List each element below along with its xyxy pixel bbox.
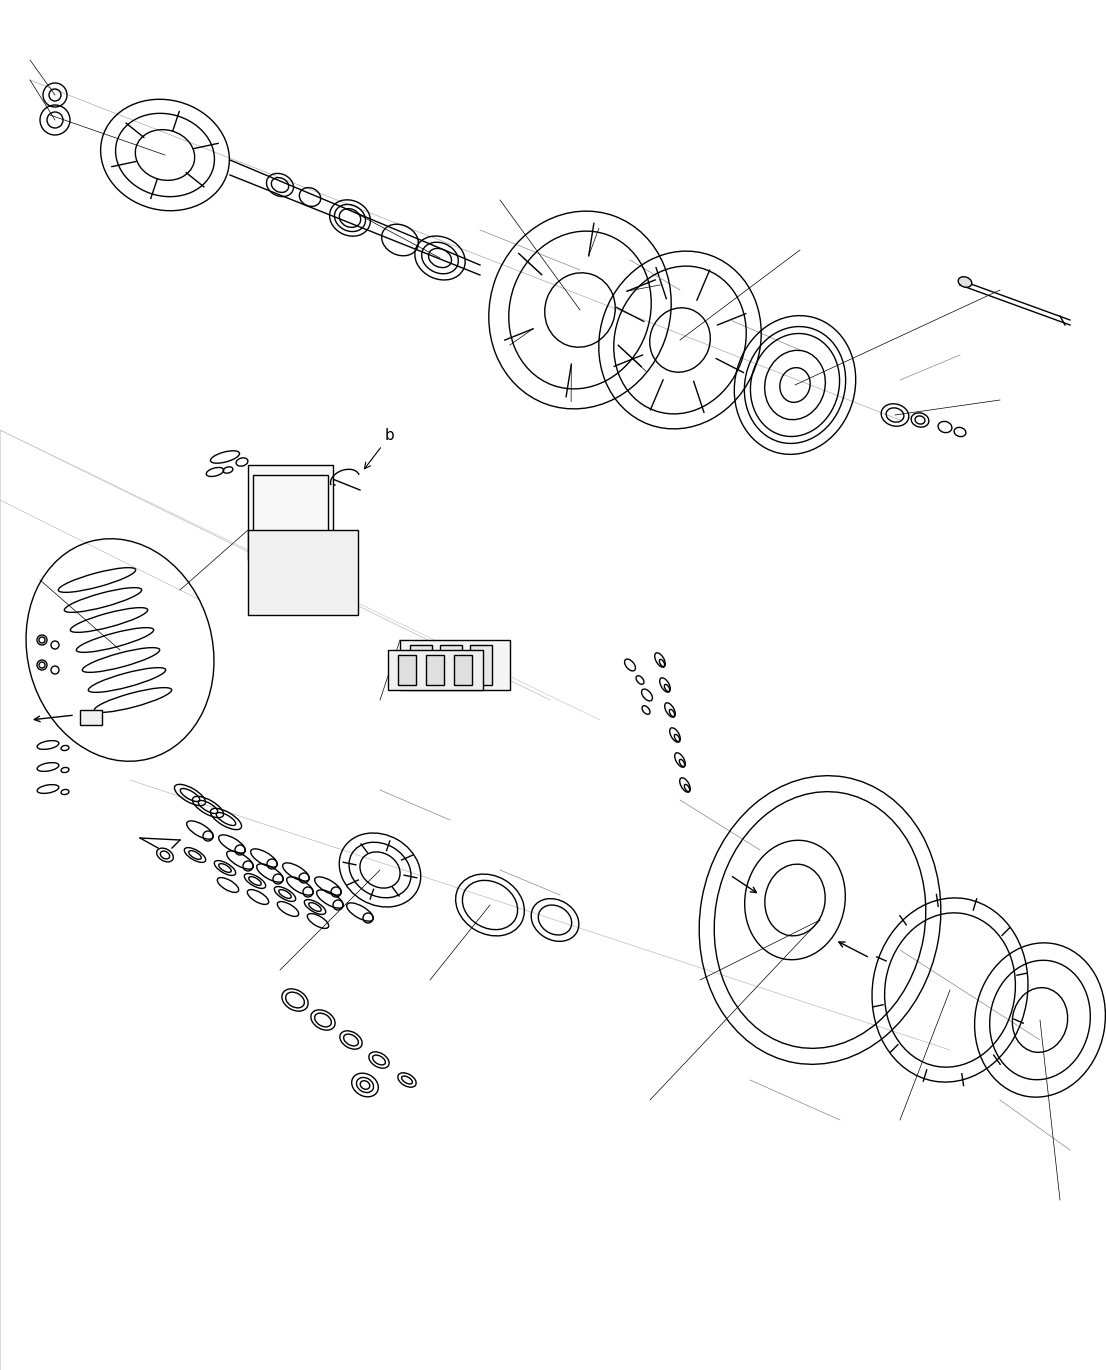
Bar [248,530,358,615]
Bar [80,710,102,725]
Bar [398,655,416,685]
Bar [453,655,472,685]
Bar [253,475,328,549]
Bar [388,649,483,690]
Bar [248,464,333,560]
Bar [410,645,432,685]
Bar [440,645,462,685]
Text: b: b [365,427,395,469]
Bar [470,645,492,685]
Bar [400,640,510,690]
Bar [426,655,444,685]
Ellipse shape [958,277,972,288]
